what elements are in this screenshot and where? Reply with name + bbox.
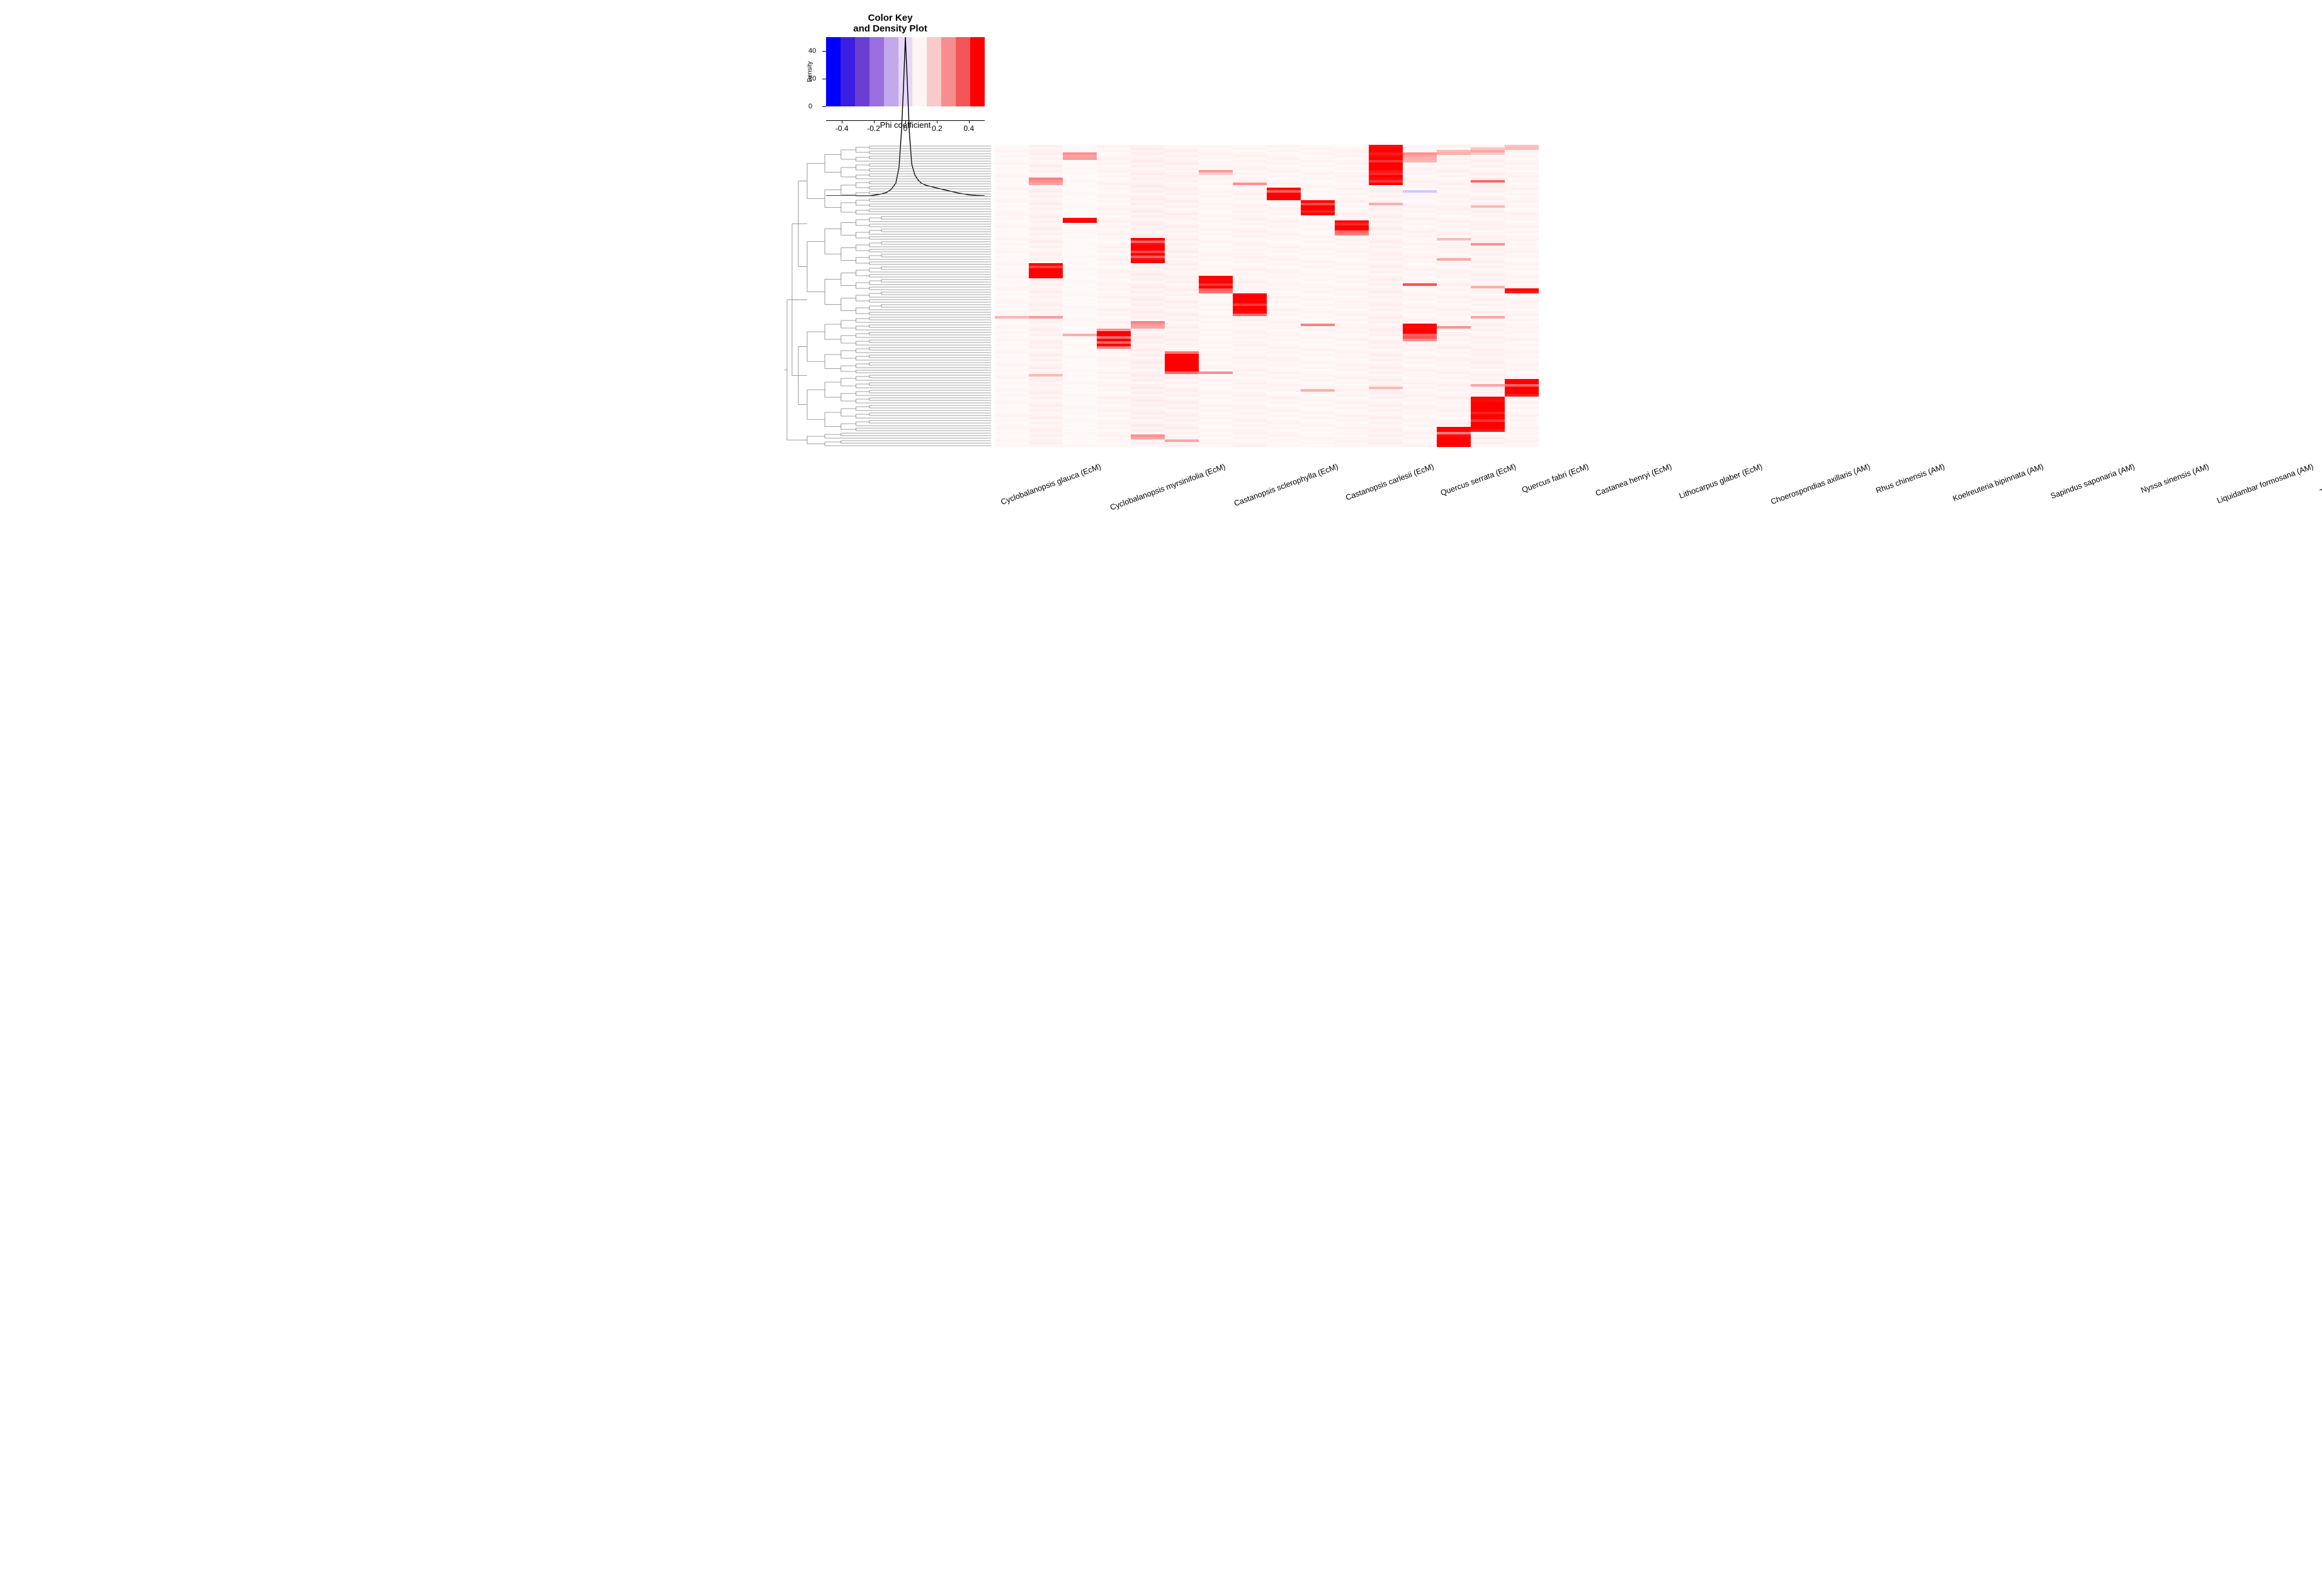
heatmap-cell	[1471, 444, 1505, 447]
heatmap-cell	[1029, 444, 1063, 447]
heatmap-cell	[1335, 444, 1369, 447]
color-key-xtick-mark	[969, 120, 970, 123]
color-key-title-line2: and Density Plot	[853, 23, 927, 34]
color-key-gradient-stop	[869, 37, 884, 106]
color-key-gradient-stop	[898, 37, 913, 106]
color-key-xaxis: -0.4-0.200.20.4 Phi coefficient	[826, 120, 985, 144]
figure: Color Key and Density Plot Density 02040…	[783, 13, 1539, 535]
color-key-gradient-stop	[941, 37, 956, 106]
heatmap-cell	[1199, 444, 1233, 447]
color-key-plot: Density 02040	[826, 37, 985, 106]
heatmap-column-label: Sapindus saponaria (AM)	[2049, 461, 2139, 502]
color-key-xtick-mark	[874, 120, 875, 123]
heatmap-region: Cyclobalanopsis glauca (EcM)Cyclobalanop…	[783, 145, 1539, 462]
heatmap-cell	[1165, 444, 1199, 447]
heatmap-cell	[1403, 444, 1437, 447]
heatmap-column-label: Quercus serrata (EcM)	[1439, 461, 1520, 499]
color-key-gradient-stop	[841, 37, 855, 106]
heatmap-column-label: Quercus fabri (EcM)	[1521, 461, 1593, 495]
color-key-ytick: 20	[808, 75, 816, 82]
heatmap-cell	[1063, 444, 1097, 447]
heatmap-cell	[1505, 444, 1539, 447]
row-dendrogram	[783, 145, 991, 447]
color-key-gradient-stop	[884, 37, 898, 106]
color-key-gradient-stop	[826, 37, 841, 106]
heatmap-matrix	[995, 145, 1539, 447]
color-key-ytick-mark	[822, 106, 826, 107]
heatmap-cell	[1233, 444, 1267, 447]
color-key-xtick: -0.2	[867, 124, 880, 133]
color-key-gradient-stop	[855, 37, 869, 106]
heatmap-column-label: Liquidambar formosana (AM)	[2216, 461, 2317, 506]
color-key-panel: Color Key and Density Plot Density 02040…	[796, 13, 985, 144]
color-key-title-line1: Color Key	[868, 13, 913, 23]
color-key-ytick: 0	[808, 103, 812, 110]
color-key-xtick: -0.4	[835, 124, 849, 133]
heatmap-cell	[995, 444, 1029, 447]
heatmap-column-label: Cyclobalanopsis myrsinifolia (EcM)	[1109, 461, 1229, 513]
color-key-xtick-mark	[905, 120, 906, 123]
color-key-gradient-stop	[970, 37, 985, 106]
heatmap-cell	[1097, 444, 1131, 447]
heatmap-column-label: Choerospondias axillaris (AM)	[1769, 461, 1874, 507]
color-key-ytick: 40	[808, 47, 816, 55]
color-key-title: Color Key and Density Plot	[796, 13, 985, 35]
color-key-xtick: 0.2	[932, 124, 943, 133]
heatmap-cell	[1131, 444, 1165, 447]
heatmap-column-label: Castanea henryi (EcM)	[1594, 461, 1675, 499]
color-key-gradient-stop	[912, 37, 927, 106]
heatmap-column-label: Cyclobalanopsis glauca (EcM)	[1000, 461, 1105, 507]
color-key-gradient-stop	[956, 37, 970, 106]
heatmap-cell	[1301, 444, 1335, 447]
heatmap-column-label: Koelreuteria bipinnata (AM)	[1951, 461, 2047, 504]
color-key-ytick-mark	[822, 51, 826, 52]
color-key-gradient	[826, 37, 985, 106]
color-key-xtick: 0	[903, 124, 908, 133]
color-key-xtick: 0.4	[963, 124, 974, 133]
heatmap-cell	[1369, 444, 1403, 447]
heatmap-cell	[1267, 444, 1301, 447]
heatmap-cell	[1437, 444, 1471, 447]
color-key-gradient-stop	[927, 37, 941, 106]
heatmap-column-label: Rhus chinensis (AM)	[1875, 461, 1949, 496]
heatmap-column-label: Castanopsis carlesii (EcM)	[1344, 461, 1437, 503]
heatmap-column-label: Triadica sebifera (AM)	[2319, 461, 2322, 497]
heatmap-column-labels: Cyclobalanopsis glauca (EcM)Cyclobalanop…	[995, 452, 1539, 462]
heatmap-column-label: Nyssa sinensis (AM)	[2139, 461, 2212, 495]
heatmap-column-label: Castanopsis sclerophylla (EcM)	[1233, 461, 1342, 509]
heatmap-column-label: Lithocarpus glaber (EcM)	[1678, 461, 1766, 501]
